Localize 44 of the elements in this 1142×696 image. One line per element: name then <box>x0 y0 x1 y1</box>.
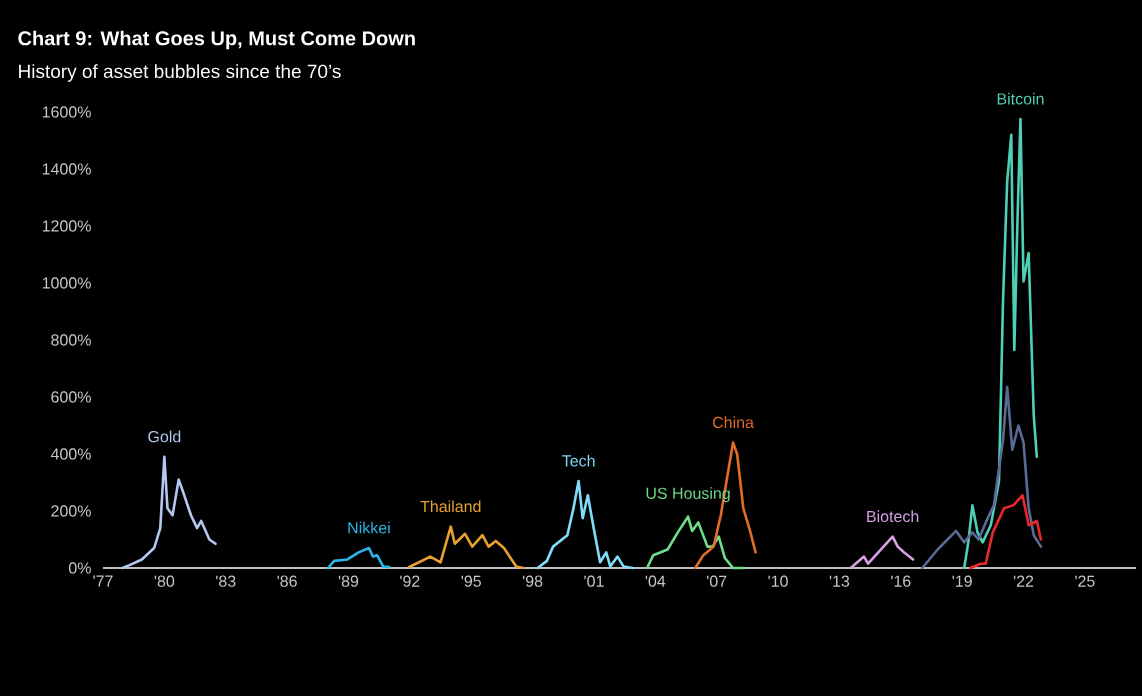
x-tick-label: '04 <box>645 575 666 587</box>
x-tick-label: '01 <box>584 575 604 587</box>
y-tick-label: 200% <box>51 505 91 517</box>
x-tick-label: '95 <box>461 575 481 587</box>
y-tick-label: 1000% <box>42 277 91 289</box>
x-tick-label: '07 <box>707 575 727 587</box>
line-series <box>920 385 1043 570</box>
line-series <box>407 525 525 570</box>
line-series <box>962 117 1039 570</box>
line-series <box>326 546 391 570</box>
line-series <box>849 535 915 570</box>
series-label: Bitcoin <box>997 92 1044 105</box>
series-label: China <box>712 416 754 429</box>
series-label: Thailand <box>420 500 481 513</box>
series-label: Gold <box>148 430 181 443</box>
x-tick-label: '10 <box>768 575 788 587</box>
x-tick-label: '77 <box>93 575 113 587</box>
y-tick-label: 600% <box>51 391 91 403</box>
x-tick-label: '13 <box>829 575 850 587</box>
x-tick-label: '22 <box>1013 575 1034 587</box>
y-tick-label: 1400% <box>42 163 91 175</box>
x-tick-label: '89 <box>338 575 359 587</box>
y-tick-label: 1200% <box>42 220 91 232</box>
line-series <box>645 515 745 570</box>
x-tick-label: '92 <box>400 575 420 587</box>
series-label: Biotech <box>867 510 919 523</box>
line-series <box>121 455 217 570</box>
x-tick-label: '86 <box>277 575 297 587</box>
y-tick-label: 0% <box>68 562 91 574</box>
x-tick-label: '19 <box>952 575 972 587</box>
series-label: Tech <box>562 454 595 467</box>
y-tick-label: 400% <box>50 448 91 460</box>
line-series <box>969 494 1043 570</box>
series-label: Nikkei <box>348 521 390 534</box>
line-series <box>536 479 635 570</box>
x-tick-label: '83 <box>216 575 236 587</box>
x-tick-label: '25 <box>1075 575 1095 587</box>
x-tick-label: '16 <box>891 575 911 587</box>
y-tick-label: 1600% <box>42 106 91 118</box>
y-tick-label: 800% <box>51 334 91 346</box>
x-tick-label: '98 <box>522 575 543 587</box>
x-tick-label: '80 <box>154 575 175 587</box>
chart-title: Chart 9: What Goes Up, Must Come Down <box>18 30 415 50</box>
chart-subtitle: History of asset bubbles since the 70’s <box>19 64 341 82</box>
